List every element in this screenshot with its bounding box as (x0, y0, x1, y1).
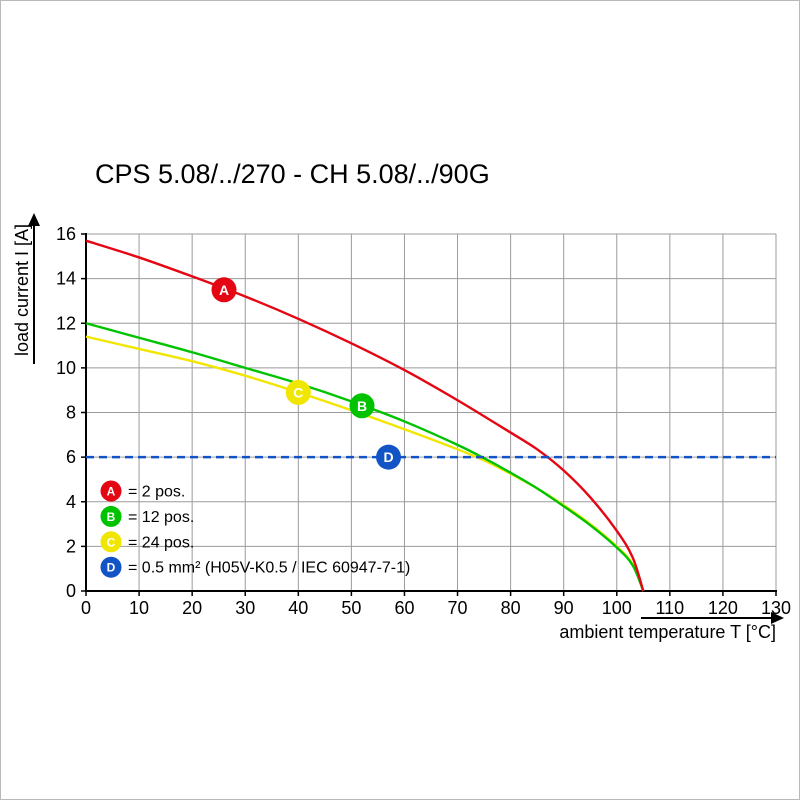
legend: A = 2 pos. B = 12 pos. C = 24 pos. D = 0.5 mm² … (100, 480, 410, 578)
legend-swatch-icon (100, 505, 122, 527)
tick-labels: 0 10 20 30 40 50 60 70 80 90 100 110 120 130 0 2 4 6 8 10 12… (56, 224, 791, 618)
y-axis-label: load current I [A] (12, 223, 32, 357)
svg-text:B: B (357, 398, 367, 414)
legend-swatch-letter: C (107, 535, 116, 549)
series-B-marker: B (349, 393, 375, 419)
legend-item-C: C = 24 pos. (100, 531, 194, 553)
legend-item-D: D = 0.5 mm² (H05V-K0.5 / IEC 60947-7-1) (100, 556, 410, 578)
x-tick-label: 40 (288, 598, 308, 618)
y-tick-label: 4 (66, 492, 76, 512)
x-tick-label: 100 (602, 598, 632, 618)
x-tick-label: 130 (761, 598, 791, 618)
legend-item-B: B = 12 pos. (100, 505, 194, 527)
axis-arrows (28, 213, 784, 624)
x-tick-label: 110 (655, 598, 684, 618)
svg-text:A: A (219, 282, 229, 298)
legend-swatch-icon (100, 531, 122, 553)
y-axis-arrowhead-icon (28, 213, 40, 226)
x-tick-label: 90 (554, 598, 574, 618)
legend-item-label: = 12 pos. (128, 509, 194, 526)
y-tick-label: 10 (56, 358, 76, 378)
legend-swatch-icon (100, 556, 122, 578)
x-axis-arrowhead-icon (771, 612, 784, 624)
x-tick-label: 60 (394, 598, 414, 618)
legend-swatch-icon (100, 480, 122, 502)
x-tick-label: 70 (448, 598, 468, 618)
legend-swatch-letter: D (107, 561, 116, 575)
series-C-curve (85, 335, 645, 592)
series-A-curve (85, 239, 645, 592)
x-tick-label: 10 (129, 598, 149, 618)
x-tick-label: 30 (235, 598, 255, 618)
y-tick-label: 2 (66, 536, 76, 556)
legend-swatch-letter: A (107, 485, 116, 499)
svg-text:D: D (383, 449, 393, 465)
x-axis-label: ambient temperature T [°C] (559, 622, 776, 642)
legend-item-label: = 0.5 mm² (H05V-K0.5 / IEC 60947-7-1) (128, 560, 410, 577)
y-tick-label: 12 (56, 313, 76, 333)
x-tick-label: 50 (341, 598, 361, 618)
x-tick-label: 120 (708, 598, 738, 618)
series-A-marker: A (211, 277, 237, 303)
series-B-curve (85, 322, 645, 592)
y-tick-label: 8 (66, 403, 76, 423)
legend-item-label: = 2 pos. (128, 484, 185, 501)
legend-swatch-letter: B (107, 510, 116, 524)
y-tick-label: 14 (56, 269, 76, 289)
tick-marks (81, 233, 777, 596)
x-tick-label: 0 (81, 598, 91, 618)
x-tick-label: 80 (501, 598, 521, 618)
x-tick-label: 20 (182, 598, 202, 618)
series-C-marker: C (285, 379, 311, 405)
legend-item-A: A = 2 pos. (100, 480, 185, 502)
series-D-marker: D (376, 444, 402, 470)
y-tick-label: 0 (66, 581, 76, 601)
legend-item-label: = 24 pos. (128, 534, 194, 551)
y-tick-label: 16 (56, 224, 76, 244)
y-tick-label: 6 (66, 447, 76, 467)
chart-title: CPS 5.08/../270 - CH 5.08/../90G (95, 159, 490, 189)
svg-text:C: C (293, 384, 303, 400)
